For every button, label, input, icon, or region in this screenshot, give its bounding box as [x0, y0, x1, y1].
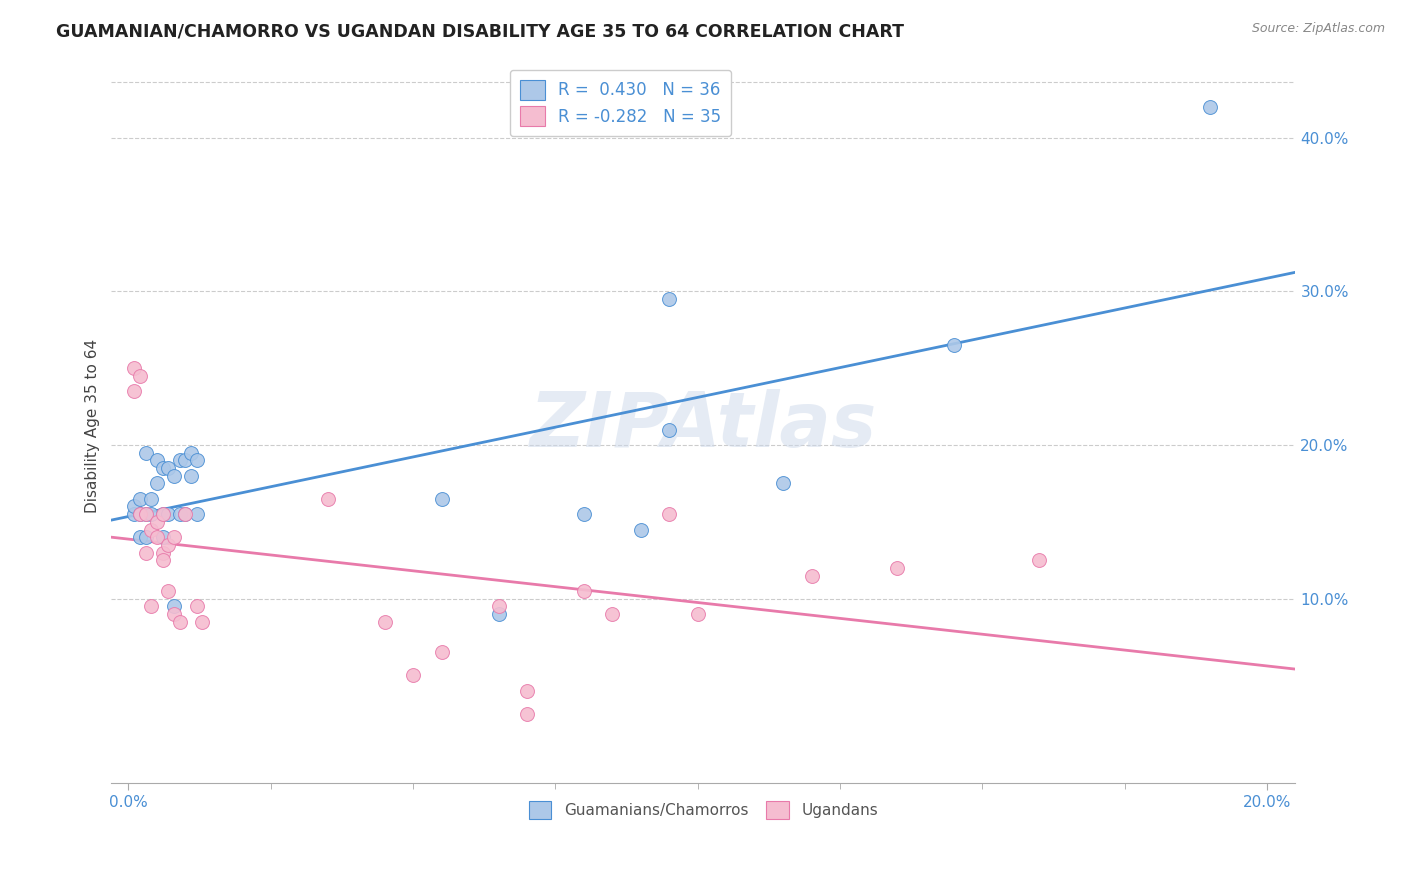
- Point: [430, 645, 453, 659]
- Point: [572, 507, 595, 521]
- Point: [157, 538, 180, 552]
- Point: [163, 607, 186, 621]
- Point: [135, 507, 157, 521]
- Point: [146, 476, 169, 491]
- Point: [686, 607, 709, 621]
- Point: [157, 507, 180, 521]
- Point: [128, 491, 150, 506]
- Point: [146, 453, 169, 467]
- Point: [128, 507, 150, 521]
- Point: [135, 530, 157, 544]
- Point: [122, 384, 145, 399]
- Point: [516, 683, 538, 698]
- Point: [316, 491, 339, 506]
- Point: [135, 445, 157, 459]
- Point: [141, 523, 163, 537]
- Point: [157, 584, 180, 599]
- Point: [942, 338, 965, 352]
- Point: [128, 507, 150, 521]
- Point: [191, 615, 214, 629]
- Point: [658, 507, 681, 521]
- Point: [886, 561, 908, 575]
- Point: [169, 615, 191, 629]
- Point: [135, 545, 157, 559]
- Point: [186, 599, 208, 614]
- Point: [122, 500, 145, 514]
- Point: [152, 545, 174, 559]
- Point: [141, 507, 163, 521]
- Point: [180, 445, 202, 459]
- Point: [128, 530, 150, 544]
- Y-axis label: Disability Age 35 to 64: Disability Age 35 to 64: [86, 339, 100, 513]
- Point: [572, 584, 595, 599]
- Point: [163, 468, 186, 483]
- Point: [152, 507, 174, 521]
- Point: [488, 607, 510, 621]
- Point: [174, 507, 197, 521]
- Point: [128, 368, 150, 383]
- Legend: Guamanians/Chamorros, Ugandans: Guamanians/Chamorros, Ugandans: [523, 795, 884, 825]
- Point: [146, 530, 169, 544]
- Point: [186, 453, 208, 467]
- Point: [658, 423, 681, 437]
- Point: [174, 507, 197, 521]
- Point: [122, 361, 145, 376]
- Point: [122, 507, 145, 521]
- Point: [800, 568, 823, 582]
- Point: [152, 530, 174, 544]
- Point: [488, 599, 510, 614]
- Point: [152, 507, 174, 521]
- Point: [141, 491, 163, 506]
- Point: [430, 491, 453, 506]
- Point: [186, 507, 208, 521]
- Point: [169, 507, 191, 521]
- Point: [141, 599, 163, 614]
- Point: [658, 292, 681, 306]
- Point: [163, 599, 186, 614]
- Point: [402, 668, 425, 682]
- Point: [152, 461, 174, 475]
- Point: [602, 607, 624, 621]
- Point: [772, 476, 794, 491]
- Point: [163, 530, 186, 544]
- Point: [146, 515, 169, 529]
- Point: [135, 507, 157, 521]
- Text: GUAMANIAN/CHAMORRO VS UGANDAN DISABILITY AGE 35 TO 64 CORRELATION CHART: GUAMANIAN/CHAMORRO VS UGANDAN DISABILITY…: [56, 22, 904, 40]
- Point: [174, 453, 197, 467]
- Text: ZIPAtlas: ZIPAtlas: [530, 389, 877, 463]
- Point: [374, 615, 396, 629]
- Point: [180, 468, 202, 483]
- Text: Source: ZipAtlas.com: Source: ZipAtlas.com: [1251, 22, 1385, 36]
- Point: [169, 453, 191, 467]
- Point: [1028, 553, 1050, 567]
- Point: [1199, 100, 1222, 114]
- Point: [516, 706, 538, 721]
- Point: [157, 461, 180, 475]
- Point: [630, 523, 652, 537]
- Point: [152, 553, 174, 567]
